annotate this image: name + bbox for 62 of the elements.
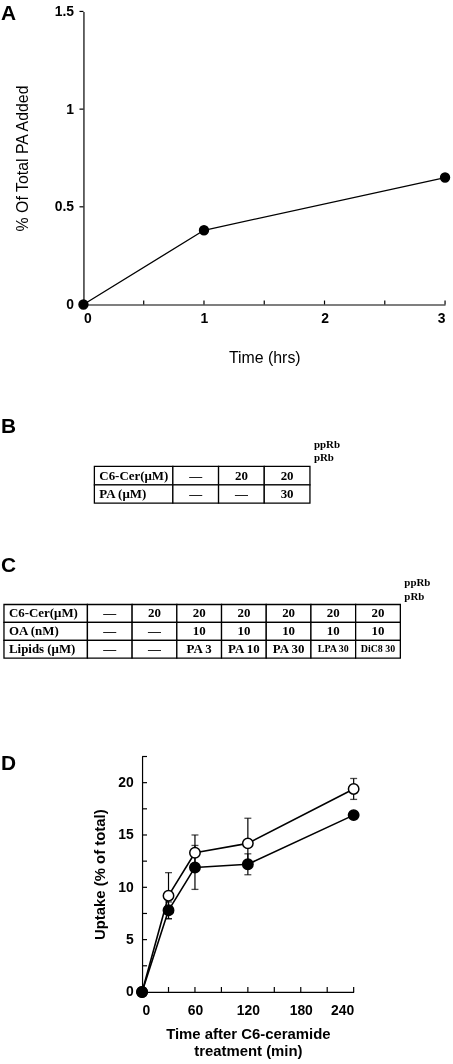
x-tick-label: 0 — [142, 1002, 151, 1019]
text: 20 — [237, 605, 251, 621]
y-tick-label: 10 — [118, 878, 134, 895]
x-tick-label: 1 — [200, 309, 209, 326]
text: — — [189, 467, 203, 483]
text: pRb — [404, 589, 425, 602]
text: 10 — [326, 623, 340, 639]
text: — — [189, 485, 203, 501]
y-tick-label: 15 — [118, 826, 134, 843]
x-axis-title: Time (hrs) — [228, 348, 301, 366]
text: 10 — [282, 623, 296, 639]
text: — — [234, 485, 248, 501]
x-tick-label: 3 — [437, 309, 446, 326]
text: ppRb — [404, 575, 431, 588]
text: 30 — [280, 485, 294, 501]
text: — — [148, 623, 161, 639]
text: 20 — [282, 605, 296, 621]
x-tick-label: 0 — [83, 309, 92, 326]
text: 20 — [148, 605, 161, 621]
y-axis-title: Uptake (% of total) — [92, 809, 109, 941]
x-tick-label: 240 — [330, 1002, 355, 1019]
text: — — [103, 623, 117, 639]
x-tick-label: 2 — [321, 309, 330, 326]
y-tick-label: 0 — [66, 295, 75, 312]
y-tick-label: 1 — [66, 100, 75, 117]
text: 20 — [371, 605, 385, 621]
chart-title: D — [0, 751, 17, 775]
text: B — [0, 413, 17, 437]
text: 20 — [192, 605, 206, 621]
y-tick-label: 20 — [118, 774, 134, 791]
category-label: OA (nM) — [8, 623, 59, 639]
chart-title: A — [0, 1, 17, 25]
y-axis-title: % Of Total PA Added — [13, 85, 31, 232]
text: ppRb — [313, 437, 340, 450]
text: PA 3 — [186, 641, 212, 657]
category-label: Lipids (μM) — [8, 641, 76, 657]
text: — — [148, 641, 161, 657]
text: 20 — [234, 467, 248, 483]
text: 20 — [326, 605, 340, 621]
text: PA 10 — [228, 641, 260, 657]
text: 20 — [280, 467, 294, 483]
text: — — [103, 605, 117, 621]
text: — — [103, 641, 117, 657]
x-tick-label: 60 — [187, 1002, 204, 1019]
y-tick-label: 5 — [125, 931, 134, 948]
text: 10 — [371, 623, 385, 639]
y-tick-label: 0 — [125, 983, 134, 1000]
text: pRb — [313, 451, 334, 464]
category-label: PA (μM) — [99, 485, 147, 501]
text: LPA 30 — [317, 643, 349, 655]
text: 10 — [237, 623, 251, 639]
x-tick-label: 180 — [289, 1002, 314, 1019]
category-label: C6-Cer(μM) — [99, 467, 169, 483]
text: DiC8 30 — [360, 643, 396, 655]
y-tick-label: 1.5 — [54, 2, 75, 19]
x-tick-label: 120 — [236, 1002, 261, 1019]
y-tick-label: 0.5 — [54, 198, 75, 215]
text: C — [0, 552, 17, 576]
category-label: C6-Cer(μM) — [8, 605, 78, 621]
x-axis-title: Time after C6-ceramide treatment (min) — [166, 1026, 331, 1060]
text: 10 — [192, 623, 206, 639]
text: PA 30 — [272, 641, 305, 657]
